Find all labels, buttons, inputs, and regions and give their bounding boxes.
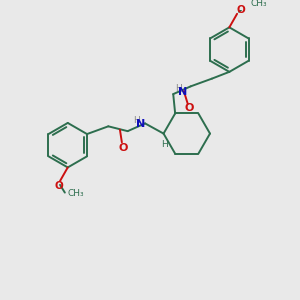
Text: H: H: [133, 116, 140, 125]
Text: N: N: [178, 87, 188, 97]
Text: CH₃: CH₃: [250, 0, 267, 8]
Text: O: O: [185, 103, 194, 113]
Text: H: H: [175, 84, 182, 93]
Text: CH₃: CH₃: [68, 189, 84, 198]
Text: O: O: [118, 143, 128, 153]
Text: H: H: [161, 140, 168, 149]
Text: N: N: [136, 119, 145, 129]
Text: O: O: [55, 181, 63, 191]
Text: O: O: [237, 5, 245, 15]
